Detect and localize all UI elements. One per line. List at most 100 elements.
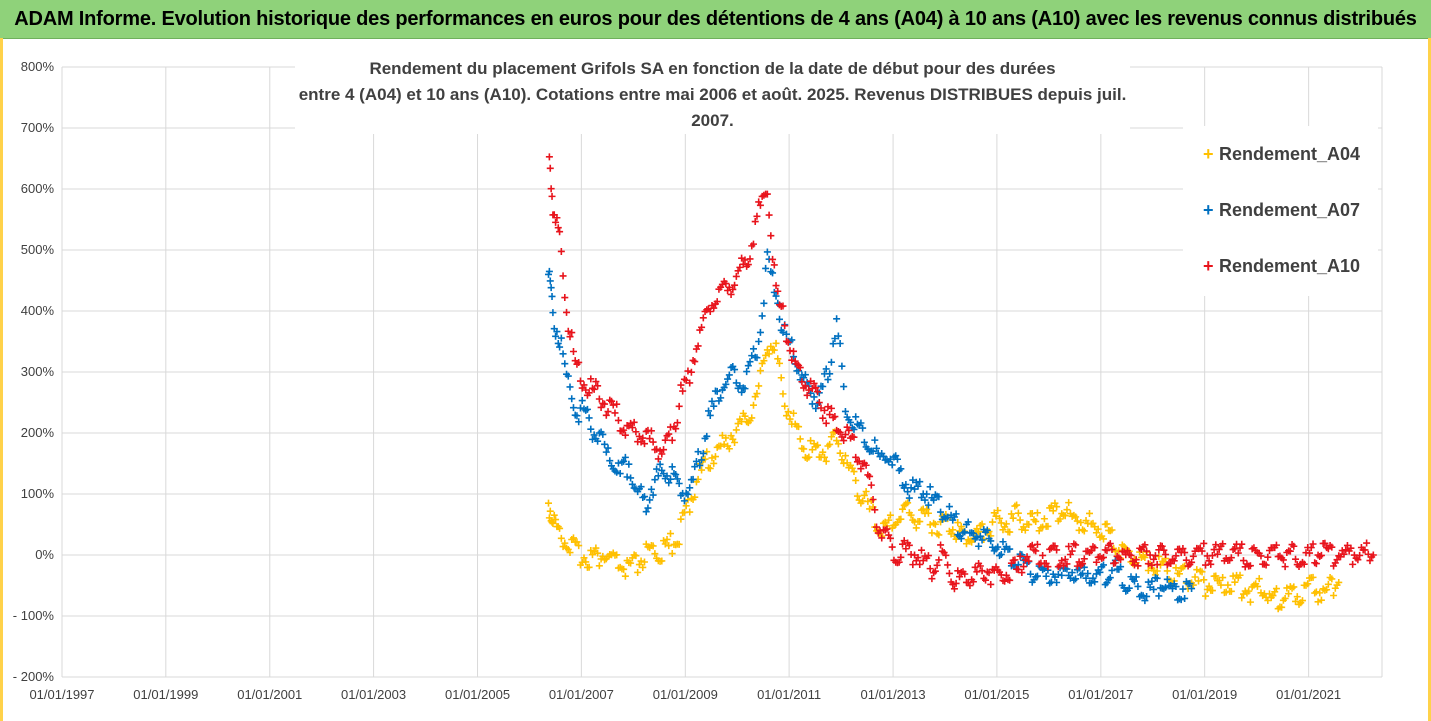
data-point [1208,552,1216,560]
data-point [1262,561,1270,569]
data-point [1144,560,1152,568]
data-point [1134,562,1142,570]
data-point [973,568,981,576]
data-point [727,432,735,440]
data-point [834,440,842,448]
data-point [1158,542,1166,550]
data-point [1255,575,1263,583]
data-point [620,457,628,465]
data-point [838,362,846,370]
data-point [614,459,622,467]
data-point [649,491,657,499]
data-point [840,437,848,445]
data-point [1163,575,1171,583]
data-point [1264,553,1272,561]
data-point [1025,521,1033,529]
data-point [665,430,673,438]
data-point [597,403,605,411]
data-point [873,444,881,452]
data-point [1198,547,1206,555]
legend-item-a04: + Rendement_A04 [1203,142,1360,166]
data-point [548,518,556,526]
data-point [620,426,628,434]
legend-marker-a10: + [1203,255,1214,276]
data-point [545,499,553,507]
data-point [1269,592,1277,600]
data-point [556,524,564,532]
data-point [649,542,657,550]
data-point [914,554,922,562]
x-tick-label: 01/01/1999 [133,687,198,702]
data-point [1033,540,1041,548]
data-point [864,497,872,505]
data-point [769,255,777,263]
data-point [569,347,577,355]
data-point [566,549,574,557]
data-point [1042,572,1050,580]
data-point [1207,560,1215,568]
data-point [1094,525,1102,533]
data-point [997,550,1005,558]
data-point [561,360,569,368]
data-point [1238,594,1246,602]
data-point [871,506,879,514]
data-point [897,515,905,523]
data-point [827,433,835,441]
data-point [1328,543,1336,551]
data-point [623,473,631,481]
x-tick-label: 01/01/2013 [861,687,926,702]
data-point [637,557,645,565]
data-point [699,449,707,457]
data-point [1213,550,1221,558]
data-point [653,465,661,473]
data-point [969,529,977,537]
data-point [546,507,554,515]
data-point [725,445,733,453]
data-point [867,481,875,489]
x-tick-label: 01/01/2019 [1172,687,1237,702]
data-point [559,272,567,280]
x-tick-label: 01/01/2005 [445,687,510,702]
data-point [673,419,681,427]
data-point [675,402,683,410]
data-point [665,542,673,550]
data-point [732,426,740,434]
data-point [1340,550,1348,558]
data-point [1163,567,1171,575]
data-point [1051,542,1059,550]
data-point [888,461,896,469]
data-point [999,538,1007,546]
data-point [928,575,936,583]
data-point [781,402,789,410]
data-point [931,567,939,575]
data-point [1227,554,1235,562]
y-tick-label: 400% [21,303,55,318]
data-point [1087,579,1095,587]
data-point [549,519,557,527]
data-point [1151,552,1159,560]
data-point [656,460,664,468]
data-point [1084,569,1092,577]
data-point [696,461,704,469]
legend-label-a07: Rendement_A07 [1219,199,1361,220]
data-point [1155,592,1163,600]
data-point [580,381,588,389]
data-point [627,419,635,427]
data-point [767,232,775,240]
data-point [1246,562,1254,570]
data-point [658,450,666,458]
data-point [873,523,881,531]
data-point [725,371,733,379]
data-point [573,412,581,420]
data-point [852,453,860,461]
data-point [1189,552,1197,560]
data-point [568,395,576,403]
data-point [1106,540,1114,548]
data-point [758,312,766,320]
data-point [921,496,929,504]
data-point [566,383,574,391]
data-point [646,496,654,504]
data-point [592,378,600,386]
data-point [1073,562,1081,570]
